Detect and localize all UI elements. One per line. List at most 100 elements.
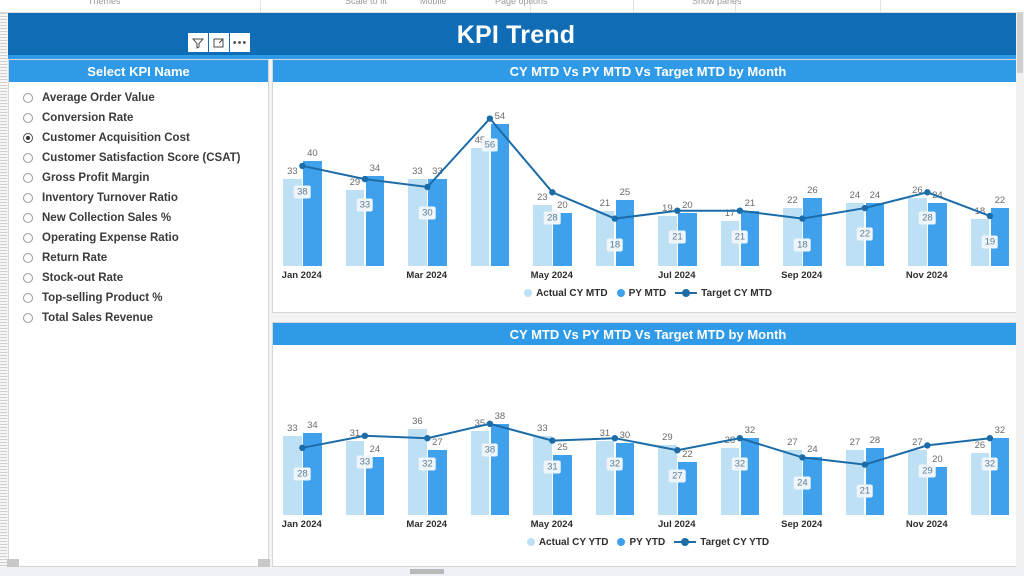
- slicer-option[interactable]: Average Order Value: [9, 88, 268, 108]
- legend-entry[interactable]: PY MTD: [616, 288, 666, 299]
- slicer-option[interactable]: Operating Expense Ratio: [9, 228, 268, 248]
- slicer-option[interactable]: Inventory Turnover Ratio: [9, 188, 268, 208]
- chart-plot-mtd[interactable]: 33 40 29 34 33 33 45 54 23 20 21 25 19 20 17 21 22 26 24 24…: [273, 82, 1023, 282]
- chart-bar-group[interactable]: [533, 108, 572, 266]
- slicer-option-label: New Collection Sales %: [42, 212, 172, 224]
- ribbon-item-scale-to-fit[interactable]: Scale to fit: [345, 0, 388, 6]
- horizontal-scrollbar[interactable]: [0, 567, 1024, 576]
- bar-actual[interactable]: [783, 450, 802, 515]
- data-label-target: 29: [919, 464, 936, 478]
- bar-py[interactable]: [990, 208, 1010, 266]
- bar-actual[interactable]: [283, 435, 302, 515]
- data-label-py: 27: [432, 437, 443, 449]
- vertical-scrollbar-thumb[interactable]: [1017, 13, 1023, 73]
- target-line-series: [299, 420, 994, 468]
- x-axis-tick-label: May 2024: [530, 270, 573, 281]
- chart-bar-group[interactable]: [283, 371, 322, 515]
- data-label-actual: 36: [412, 415, 423, 427]
- slicer-option[interactable]: New Collection Sales %: [9, 208, 268, 228]
- radio-unselected-icon[interactable]: [23, 173, 33, 183]
- legend-entry[interactable]: Target CY YTD: [674, 537, 769, 548]
- radio-unselected-icon[interactable]: [23, 213, 33, 223]
- slicer-option[interactable]: Top-selling Product %: [9, 288, 268, 308]
- radio-unselected-icon[interactable]: [23, 113, 33, 123]
- bar-actual[interactable]: [970, 218, 990, 266]
- chart-bar-group[interactable]: [658, 108, 697, 266]
- legend-entry[interactable]: Target CY MTD: [675, 288, 772, 299]
- x-axis-tick-label: Jul 2024: [658, 270, 696, 281]
- data-label-actual: 31: [349, 427, 361, 439]
- bar-py[interactable]: [740, 438, 760, 515]
- more-options-icon[interactable]: •••: [230, 33, 250, 52]
- chart-bar-group[interactable]: [970, 108, 1010, 266]
- bar-py[interactable]: [365, 457, 385, 515]
- chart-bar-group[interactable]: [783, 371, 822, 515]
- left-edge-rail: [0, 13, 7, 567]
- bar-actual[interactable]: [533, 435, 552, 515]
- bar-py[interactable]: [303, 433, 322, 515]
- bar-py[interactable]: [865, 447, 885, 515]
- slicer-title: Select KPI Name: [9, 60, 268, 82]
- chart-bar-group[interactable]: [845, 371, 885, 515]
- bar-py[interactable]: [865, 202, 885, 266]
- x-axis-tick-label: Mar 2024: [406, 519, 448, 530]
- slicer-option[interactable]: Return Rate: [9, 248, 268, 268]
- radio-selected-icon[interactable]: [23, 133, 33, 143]
- x-axis-tick-label: Jan 2024: [281, 519, 322, 530]
- bar-actual[interactable]: [845, 450, 865, 515]
- bar-py[interactable]: [678, 213, 697, 266]
- radio-unselected-icon[interactable]: [23, 293, 33, 303]
- radio-unselected-icon[interactable]: [23, 313, 33, 323]
- page-title: KPI Trend: [456, 21, 576, 49]
- data-label-actual: 17: [724, 208, 736, 220]
- data-label-target: 28: [919, 211, 936, 225]
- slicer-option[interactable]: Gross Profit Margin: [9, 168, 268, 188]
- bar-actual[interactable]: [595, 210, 615, 266]
- slicer-option[interactable]: Conversion Rate: [9, 108, 268, 128]
- bar-py[interactable]: [740, 210, 760, 266]
- legend-entry[interactable]: Actual CY YTD: [526, 537, 608, 548]
- vertical-scrollbar[interactable]: [1016, 13, 1024, 567]
- legend-entry[interactable]: PY YTD: [617, 537, 665, 548]
- bar-actual[interactable]: [470, 147, 490, 266]
- bar-py[interactable]: [428, 179, 447, 266]
- bar-actual[interactable]: [408, 428, 427, 515]
- focus-mode-icon[interactable]: [209, 33, 229, 52]
- ribbon-item-show-panes[interactable]: Show panes: [692, 0, 742, 6]
- slicer-option[interactable]: Stock-out Rate: [9, 268, 268, 288]
- radio-unselected-icon[interactable]: [23, 93, 33, 103]
- horizontal-scrollbar-thumb[interactable]: [410, 569, 444, 574]
- radio-unselected-icon[interactable]: [23, 253, 33, 263]
- data-label-py: 38: [494, 410, 506, 422]
- radio-unselected-icon[interactable]: [23, 273, 33, 283]
- bar-py[interactable]: [928, 467, 947, 515]
- chart-bar-group[interactable]: [408, 108, 447, 266]
- chart-bar-group[interactable]: [658, 371, 697, 515]
- slicer-option[interactable]: Customer Acquisition Cost: [9, 128, 268, 148]
- data-label-py: 22: [994, 195, 1006, 207]
- bar-actual[interactable]: [845, 202, 865, 266]
- filter-icon[interactable]: [188, 33, 208, 52]
- bar-actual[interactable]: [658, 445, 677, 515]
- radio-unselected-icon[interactable]: [23, 153, 33, 163]
- legend-entry[interactable]: Actual CY MTD: [524, 288, 608, 299]
- chart-bar-group[interactable]: [845, 108, 885, 266]
- bar-py[interactable]: [990, 438, 1010, 515]
- bar-py[interactable]: [490, 123, 510, 266]
- slicer-option[interactable]: Total Sales Revenue: [9, 308, 268, 328]
- bar-actual[interactable]: [408, 179, 427, 266]
- ribbon-item-mobile[interactable]: Mobile: [420, 0, 447, 6]
- bar-actual[interactable]: [783, 208, 802, 266]
- ribbon-item-themes[interactable]: Themes: [88, 0, 121, 6]
- chart-plot-ytd[interactable]: 33 34 31 24 36 27 35 38 33 25 31 30 29 22 28 32 27 24 27 28…: [273, 345, 1023, 531]
- data-label-actual: 21: [599, 197, 611, 209]
- bar-actual[interactable]: [658, 215, 677, 266]
- radio-unselected-icon[interactable]: [23, 233, 33, 243]
- ribbon-item-page-options[interactable]: Page options: [495, 0, 548, 6]
- slicer-option[interactable]: Customer Satisfaction Score (CSAT): [9, 148, 268, 168]
- bar-actual[interactable]: [283, 179, 302, 266]
- chart-bar-group[interactable]: [470, 108, 510, 266]
- bar-py[interactable]: [803, 457, 822, 515]
- radio-unselected-icon[interactable]: [23, 193, 33, 203]
- bar-py[interactable]: [553, 213, 572, 266]
